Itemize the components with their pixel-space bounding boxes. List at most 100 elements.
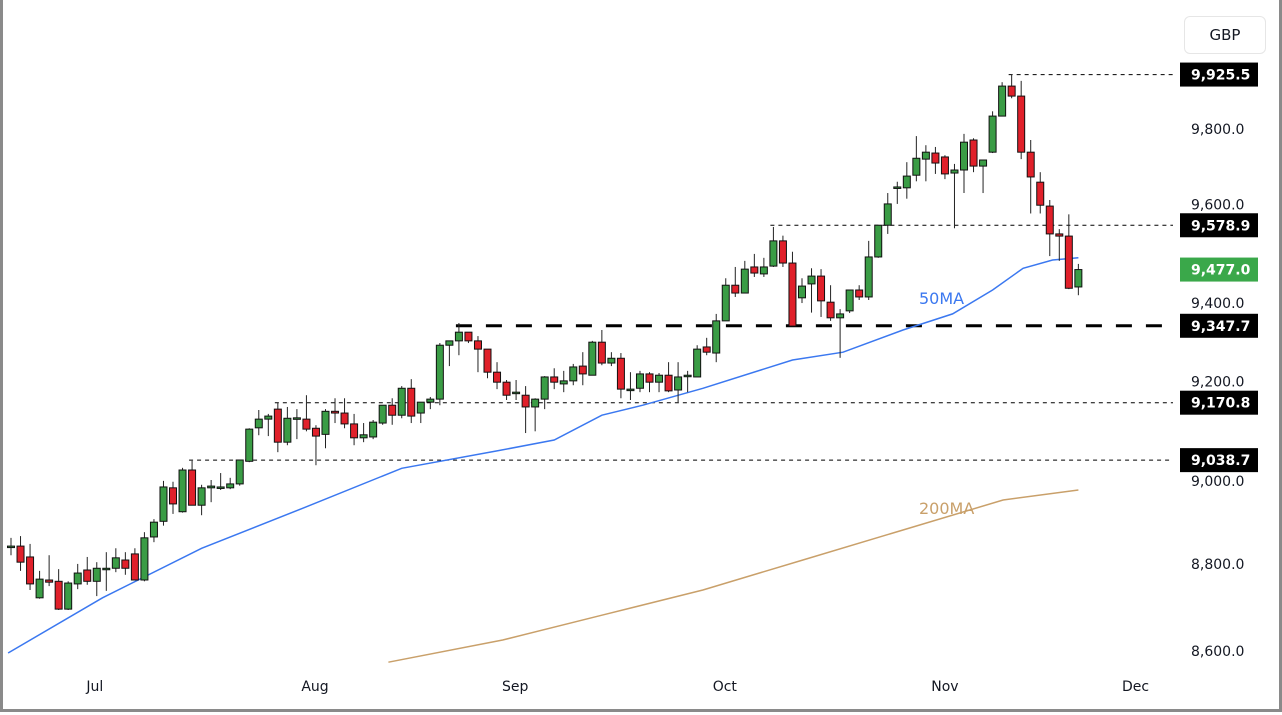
candle-body	[388, 404, 397, 416]
x-tick-label: Aug	[301, 679, 328, 695]
candle-body	[226, 483, 235, 489]
candle-body	[26, 556, 35, 585]
x-tick-label: Oct	[713, 679, 738, 695]
candle-body	[712, 320, 721, 354]
candle-body	[531, 398, 540, 408]
candle-body	[502, 381, 511, 396]
price-tag	[1180, 62, 1258, 87]
candle-body	[321, 410, 330, 435]
y-tick-label: 9,200.0	[1191, 375, 1244, 391]
candle-body	[969, 139, 978, 167]
candle-body	[83, 569, 92, 582]
ma200-label: 200MA	[919, 499, 974, 518]
candle-body	[845, 289, 854, 312]
candle-body	[1045, 205, 1054, 235]
candle-body	[893, 186, 902, 189]
candle-body	[64, 582, 73, 610]
y-tick-label: 9,600.0	[1191, 197, 1244, 213]
price-tag-label: 9,347.7	[1191, 319, 1250, 335]
candle-body	[111, 557, 120, 569]
candle-body	[1026, 151, 1035, 178]
candle-body	[331, 410, 340, 414]
candle-body	[597, 341, 606, 364]
candle-body	[750, 266, 759, 274]
candle-body	[940, 156, 949, 175]
candle-body	[721, 284, 730, 322]
y-tick-label: 9,400.0	[1191, 296, 1244, 312]
candle-body	[216, 486, 225, 489]
candle-body	[912, 157, 921, 176]
candle-body	[702, 346, 711, 353]
candle-body	[235, 459, 244, 485]
ma50-line	[7, 257, 1079, 654]
candle-body	[607, 357, 616, 364]
candle-body	[350, 423, 359, 439]
candle-body	[1055, 233, 1064, 237]
price-tag-label: 9,170.8	[1191, 396, 1250, 412]
candle-body	[874, 224, 883, 258]
candle-body	[512, 391, 521, 395]
candle-body	[1036, 181, 1045, 206]
candle-body	[197, 487, 206, 506]
candle-body	[988, 115, 997, 153]
candle-body	[130, 553, 139, 581]
currency-button[interactable]: GBP	[1184, 16, 1266, 54]
ma200-line	[388, 489, 1079, 663]
candle-body	[369, 421, 378, 438]
candle-body	[359, 434, 368, 439]
candle-body	[273, 408, 282, 443]
candle-body	[569, 366, 578, 382]
candle-body	[340, 412, 349, 425]
candle-body	[578, 365, 587, 375]
price-tag-label: 9,925.5	[1191, 68, 1250, 84]
candle-body	[121, 559, 130, 569]
candle-body	[674, 376, 683, 391]
candle-body	[435, 344, 444, 400]
candle-body	[979, 159, 988, 167]
candle-body	[521, 394, 530, 408]
candle-body	[817, 275, 826, 302]
candle-body	[35, 578, 44, 599]
candle-body	[159, 486, 168, 522]
candle-body	[693, 348, 702, 378]
price-tag	[1180, 390, 1258, 415]
candle-body	[797, 285, 806, 299]
candle-body	[378, 404, 387, 424]
price-tag	[1180, 313, 1258, 338]
price-tag-label: 9,578.9	[1191, 218, 1250, 234]
candle-body	[292, 417, 301, 420]
candle-body	[454, 331, 463, 342]
last-price-label: 9,477.0	[1191, 263, 1251, 279]
candle-body	[626, 388, 635, 392]
candle-body	[473, 340, 482, 350]
candle-body	[311, 427, 320, 437]
candlestick-chart[interactable]: 9,800.0 9,600.0 9,400.0 9,200.0 9,000.0 8,800…	[3, 0, 1282, 712]
y-tick-label: 8,600.0	[1191, 644, 1244, 660]
candle-body	[635, 373, 644, 389]
candle-body	[921, 151, 930, 160]
candle-body	[302, 418, 311, 430]
candle-body	[416, 401, 425, 414]
candle-body	[540, 376, 549, 400]
candle-body	[769, 240, 778, 267]
ma50-label: 50MA	[919, 289, 964, 308]
y-tick-label: 8,800.0	[1191, 557, 1244, 573]
y-tick-label: 9,800.0	[1191, 122, 1244, 138]
candle-body	[645, 373, 654, 383]
candle-body	[826, 301, 835, 319]
candle-body	[1007, 85, 1016, 97]
candle-body	[178, 469, 187, 513]
candle-body	[445, 340, 454, 346]
candle-body	[283, 417, 292, 443]
candle-body	[931, 152, 940, 164]
candle-body	[864, 256, 873, 298]
candle-body	[759, 266, 768, 275]
candle-body	[664, 374, 673, 392]
candle-body	[149, 521, 158, 538]
candle-body	[550, 376, 559, 383]
x-tick-label: Nov	[931, 679, 958, 695]
candle-body	[207, 485, 216, 489]
price-tag	[1180, 448, 1258, 473]
candle-body	[464, 331, 473, 342]
